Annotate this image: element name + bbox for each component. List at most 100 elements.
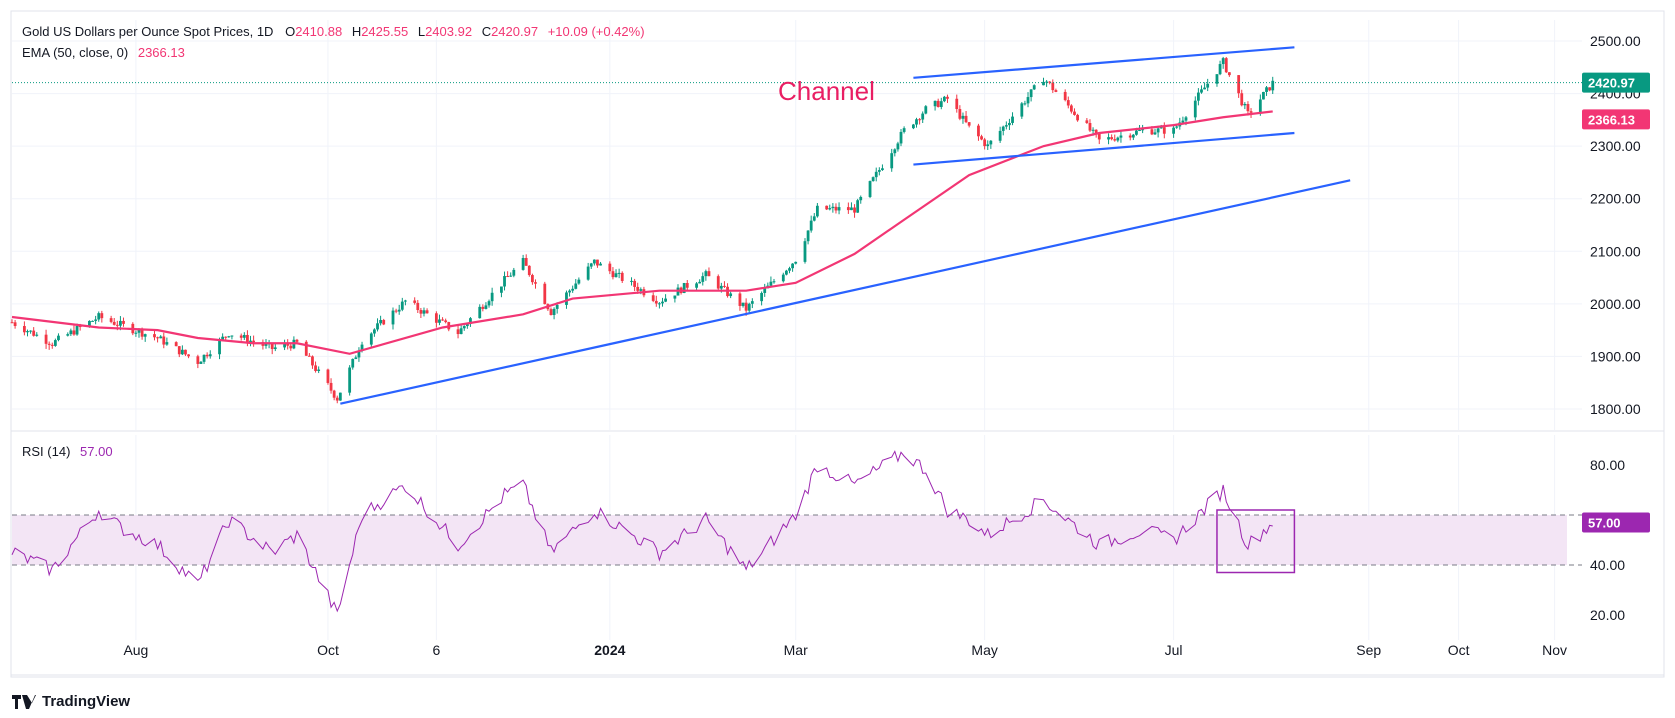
candle-body <box>413 300 417 303</box>
candle-body <box>633 280 637 287</box>
channel-annotation: Channel <box>778 76 875 106</box>
candle-body <box>75 326 79 335</box>
candle-body <box>769 281 773 286</box>
rsi-value-tag-bg <box>1582 512 1650 533</box>
candle-body <box>1085 120 1089 124</box>
candle-body <box>964 115 968 123</box>
candle-body <box>91 320 94 322</box>
candle-body <box>441 319 444 321</box>
candle-body <box>469 318 472 324</box>
candle-body <box>10 322 14 324</box>
candle-body <box>1004 125 1008 127</box>
candle-body <box>53 340 57 346</box>
candle-body <box>1066 100 1070 106</box>
candle-body <box>747 303 751 311</box>
candle-body <box>723 285 726 287</box>
candle-body <box>26 331 29 333</box>
candle-body <box>592 259 596 264</box>
candle-body <box>738 293 742 306</box>
candle-body <box>685 283 689 288</box>
candle-body <box>369 333 373 345</box>
candle-body <box>32 330 36 336</box>
candle-body <box>571 288 575 291</box>
candle-body <box>682 283 686 294</box>
candle-body <box>462 326 466 329</box>
candle-body <box>874 171 878 178</box>
open-label: O <box>285 24 296 39</box>
candle-body <box>35 334 39 336</box>
candle-body <box>1184 117 1188 121</box>
candle-body <box>50 344 54 346</box>
candle-body <box>825 205 829 210</box>
candle-body <box>812 216 816 221</box>
trend-line-support <box>340 179 1351 405</box>
symbol-title: Gold US Dollars per Ounce Spot Prices, 1… <box>22 24 274 39</box>
candle-body <box>1008 122 1011 126</box>
candle-body <box>698 281 702 284</box>
candle-body <box>881 168 884 171</box>
candle-body <box>1069 105 1073 112</box>
candle-body <box>902 128 906 132</box>
candle-body <box>115 324 119 326</box>
candle-body <box>549 309 553 315</box>
candle-body <box>763 288 767 293</box>
candle-body <box>1162 127 1166 134</box>
candle-body <box>419 310 423 314</box>
candle-body <box>1131 134 1135 138</box>
candle-body <box>859 196 863 201</box>
x-tick-label: 2024 <box>594 642 625 658</box>
candle-body <box>521 258 525 270</box>
candle-body <box>72 330 76 335</box>
candle-body <box>1001 126 1005 131</box>
candle-body <box>1175 126 1179 128</box>
candle-body <box>853 207 856 213</box>
tradingview-brand: TradingView <box>42 693 131 710</box>
candle-body <box>307 355 311 357</box>
candle-body <box>1218 64 1222 75</box>
candle-body <box>360 344 364 352</box>
candle-body <box>376 323 379 330</box>
candle-body <box>335 397 339 401</box>
candle-body <box>918 119 921 121</box>
candle-body <box>205 354 209 357</box>
change-value: +10.09 (+0.42%) <box>547 24 645 39</box>
candle-body <box>1011 116 1014 123</box>
rsi-y-tick-label: 20.00 <box>1590 607 1625 623</box>
candle-body <box>354 357 358 359</box>
candle-body <box>998 130 1002 141</box>
candle-body <box>791 263 794 269</box>
close-label: C <box>481 24 492 39</box>
rsi-value: 57.00 <box>80 444 113 459</box>
candle-body <box>174 342 178 347</box>
candle-body <box>481 306 485 309</box>
candle-body <box>295 339 299 342</box>
candle-body <box>877 170 881 172</box>
candle-body <box>788 268 791 271</box>
candle-body <box>122 320 125 324</box>
candle-body <box>1196 92 1200 101</box>
candle-body <box>199 361 203 364</box>
candle-body <box>311 356 314 366</box>
candle-body <box>1265 87 1268 92</box>
ema-legend: EMA (50, close, 0) 2366.13 <box>22 45 185 60</box>
candle-body <box>986 144 990 147</box>
candle-body <box>134 332 138 334</box>
candle-body <box>357 351 361 358</box>
candle-body <box>806 230 810 242</box>
candle-body <box>94 319 98 321</box>
candle-body <box>803 241 807 262</box>
x-tick-label: May <box>971 642 997 658</box>
candle-body <box>1135 130 1138 135</box>
candle-body <box>329 382 333 391</box>
tradingview-footer[interactable]: TradingView <box>12 693 130 710</box>
candle-body <box>1150 129 1154 135</box>
candle-body <box>1048 81 1052 83</box>
candle-body <box>97 313 101 320</box>
candle-body <box>868 181 872 197</box>
y-tick-label: 1900.00 <box>1590 348 1641 364</box>
candle-body <box>1246 104 1250 112</box>
candle-body <box>989 140 993 145</box>
candle-body <box>100 313 104 319</box>
candle-body <box>1221 58 1225 65</box>
candle-body <box>924 106 928 114</box>
